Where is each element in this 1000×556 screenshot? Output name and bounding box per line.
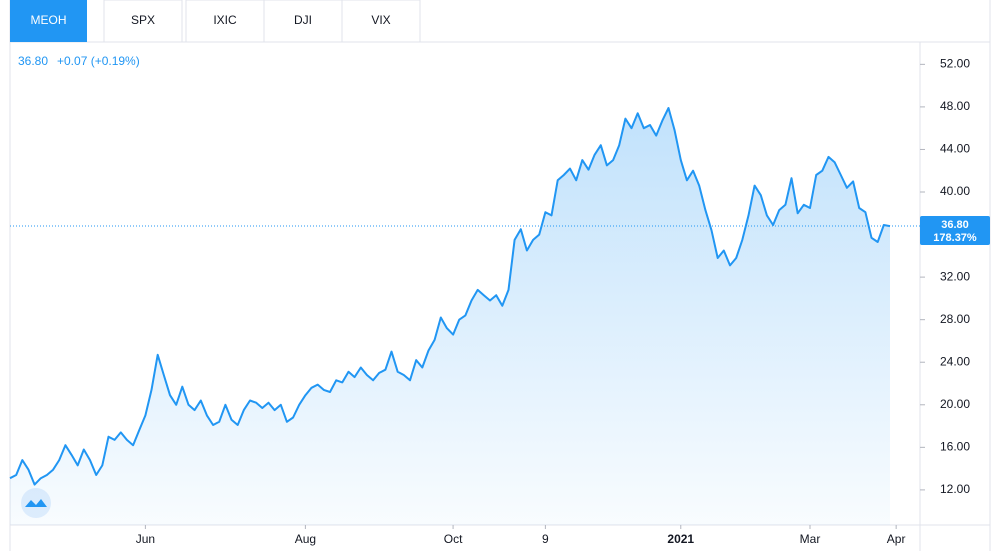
y-tick-label: 20.00 <box>940 397 970 411</box>
x-tick-label: 2021 <box>667 532 694 546</box>
y-tick-label: 16.00 <box>940 440 970 454</box>
y-tick-label: 44.00 <box>940 142 970 156</box>
x-tick-label: Mar <box>800 532 821 546</box>
y-tick-label: 28.00 <box>940 312 970 326</box>
percent-label: 178.37% <box>933 232 977 244</box>
tab-label[interactable]: VIX <box>371 13 390 27</box>
tab-label[interactable]: SPX <box>131 13 155 27</box>
x-tick-label: Apr <box>887 532 906 546</box>
header-price: 36.80 <box>18 54 48 68</box>
y-tick-label: 12.00 <box>940 482 970 496</box>
y-tick-label: 52.00 <box>940 57 970 71</box>
tab-label[interactable]: DJI <box>294 13 312 27</box>
tab[interactable] <box>263 0 343 43</box>
tab[interactable] <box>341 0 421 43</box>
y-tick-label: 40.00 <box>940 184 970 198</box>
x-tick-label: Jun <box>136 532 155 546</box>
x-tick-label: Aug <box>295 532 316 546</box>
y-tick-label: 24.00 <box>940 354 970 368</box>
tab-active[interactable] <box>10 0 87 42</box>
y-tick-label: 32.00 <box>940 269 970 283</box>
price-line <box>9 107 891 486</box>
area <box>10 108 890 525</box>
tab-label[interactable]: MEOH <box>31 13 67 27</box>
y-tick-label: 48.00 <box>940 99 970 113</box>
last-price-box <box>920 216 990 246</box>
tab-label[interactable]: IXIC <box>213 13 237 27</box>
x-tick-label: Oct <box>444 532 463 546</box>
header-change: +0.07 (+0.19%) <box>57 54 140 68</box>
x-tick-label: 9 <box>542 532 549 546</box>
tab[interactable] <box>103 0 183 43</box>
last-price-label: 36.80 <box>941 219 969 231</box>
tab[interactable] <box>185 0 265 43</box>
